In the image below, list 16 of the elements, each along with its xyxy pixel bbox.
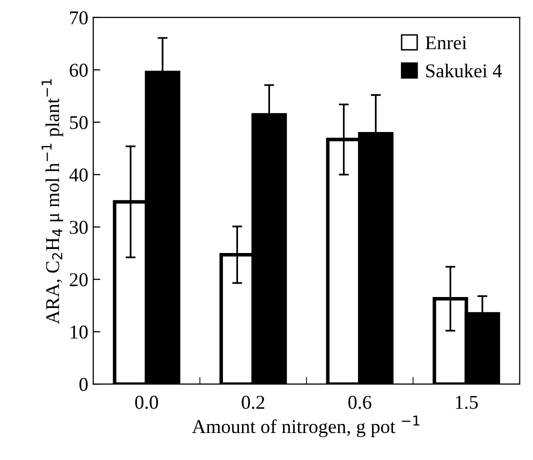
y-tick-label: 0 <box>79 378 88 392</box>
y-tick-label: 40 <box>69 168 88 182</box>
x-axis-title: Amount of nitrogen, g pot $^{−1}$ <box>192 416 420 438</box>
x-tick-label: 1.5 <box>456 396 478 409</box>
y-tick-label: 70 <box>70 11 88 24</box>
x-tick-label: 0.2 <box>242 396 264 409</box>
legend-label: Sakukei 4 <box>426 64 502 78</box>
y-tick-label: 30 <box>70 220 88 234</box>
y-tick-label: 60 <box>70 64 88 77</box>
x-tick-label: 0.0 <box>135 396 158 409</box>
legend-label: Enrei <box>426 36 467 50</box>
y-axis-title: ARA, C$_{2}$H$_{4}$ μ mol h$^{−1}$ plant$^{−1}$ <box>42 79 64 324</box>
x-tick-label: 0.6 <box>348 396 372 409</box>
y-tick-label: 10 <box>70 326 88 339</box>
y-tick-label: 50 <box>70 116 88 130</box>
y-tick-label: 20 <box>70 273 88 286</box>
